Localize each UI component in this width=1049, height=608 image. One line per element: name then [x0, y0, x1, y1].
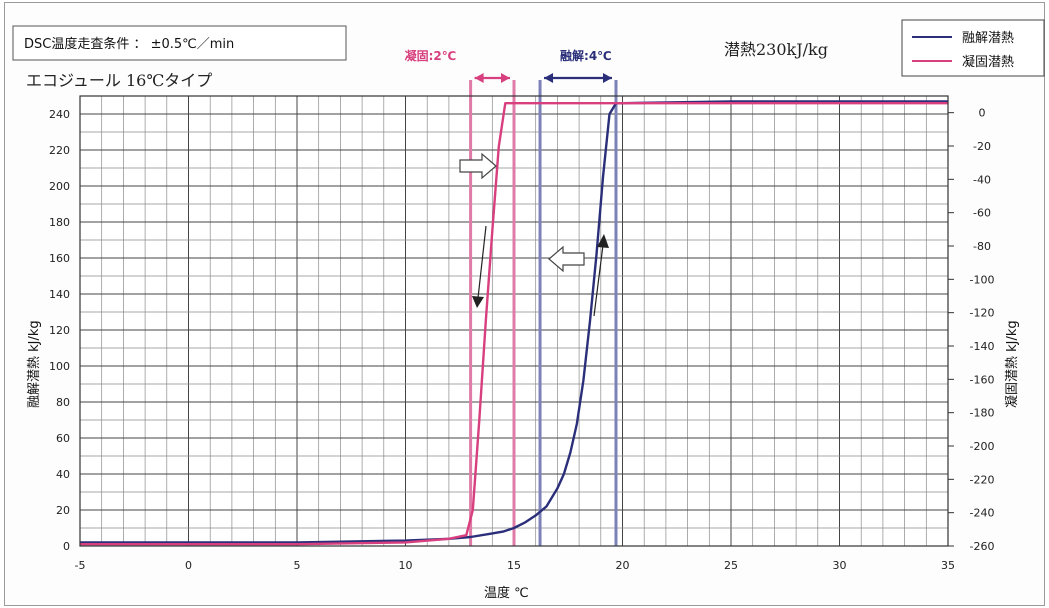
x-tick-label: 5	[294, 559, 301, 572]
latent-heat-label: 潜熱230kJ/kg	[724, 40, 828, 59]
y-right-axis-label: 凝固潜熱 kJ/kg	[1004, 320, 1020, 408]
x-tick-labels: -5 0 5 10 15 20 25 30 35	[75, 559, 955, 572]
x-tick-label: 30	[833, 559, 847, 572]
x-axis-label: 温度 ℃	[484, 585, 529, 601]
legend: 融解潜熱 凝固潜熱	[901, 19, 1045, 77]
x-tick-label: 35	[941, 559, 955, 572]
y-right-tick-label: -160	[970, 373, 995, 386]
x-tick-label: 10	[399, 559, 413, 572]
y-left-tick-label: 160	[49, 252, 70, 265]
arrowhead-right-icon	[602, 73, 612, 83]
arrowhead-left-icon	[544, 73, 554, 83]
y-right-tick-labels: 0 -20 -40 -60 -80 -100 -120 -140 -160 -180 -200 -22…	[948, 107, 994, 553]
y-left-tick-label: 0	[63, 540, 70, 553]
y-left-tick-label: 140	[49, 288, 70, 301]
flow-arrow-right-icon	[459, 152, 497, 180]
range-lines	[469, 80, 618, 546]
y-left-tick-label: 200	[49, 180, 70, 193]
series-curves	[80, 100, 948, 546]
x-tick-label: 20	[616, 559, 630, 572]
x-tick-label: -5	[75, 559, 86, 572]
y-right-tick-label: -80	[973, 240, 991, 253]
y-right-tick-label: -240	[970, 507, 995, 520]
y-left-tick-label: 180	[49, 216, 70, 229]
y-left-tick-label: 220	[49, 144, 70, 157]
y-left-axis-label: 融解潜熱 kJ/kg	[27, 320, 42, 408]
condition-box	[12, 25, 347, 61]
y-right-tick-label: -40	[973, 173, 991, 186]
subtitle: エコジュール 16℃タイプ	[26, 71, 212, 90]
legend-label-melting: 融解潜熱	[962, 31, 1014, 46]
y-right-tick-label: -100	[970, 273, 995, 286]
y-right-tick-label: 0	[979, 107, 986, 120]
y-right-tick-label: -60	[973, 207, 991, 220]
y-left-tick-label: 40	[56, 468, 70, 481]
y-right-tick-label: -20	[973, 140, 991, 153]
y-left-tick-labels: 0 20 40 60 80 100 120 140 160 180 200 220 240	[49, 108, 70, 553]
y-right-tick-label: -200	[970, 440, 995, 453]
legend-label-solidification: 凝固潜熱	[962, 54, 1014, 70]
y-left-tick-label: 80	[56, 396, 70, 409]
arrowhead-left-icon	[474, 73, 484, 83]
y-right-tick-label: -120	[970, 307, 995, 320]
melting-range-label: 融解:4℃	[560, 48, 612, 63]
direction-arrow-up-icon	[593, 234, 609, 317]
flow-arrow-left-icon	[548, 245, 585, 273]
y-left-tick-label: 60	[56, 432, 70, 445]
arrowhead-right-icon	[501, 73, 510, 83]
x-tick-label: 15	[507, 559, 521, 572]
condition-text: DSC温度走査条件 ： ±0.5℃／min	[24, 36, 234, 52]
direction-arrow-down-icon	[472, 225, 487, 308]
grid	[79, 96, 949, 547]
y-left-tick-label: 20	[56, 504, 70, 517]
y-right-tick-label: -140	[970, 340, 995, 353]
range-annotations: 凝固:2℃ 融解:4℃	[405, 48, 612, 83]
y-right-tick-label: -220	[970, 473, 995, 486]
series-solidification-line	[80, 101, 948, 546]
plot-border	[79, 95, 949, 547]
x-tick-label: 25	[724, 559, 738, 572]
y-left-tick-label: 100	[49, 360, 70, 373]
y-left-tick-label: 120	[49, 324, 70, 337]
y-right-tick-label: -260	[970, 540, 995, 553]
x-tick-label: 0	[185, 559, 192, 572]
y-left-tick-label: 240	[49, 108, 70, 121]
solidification-range-label: 凝固:2℃	[405, 48, 457, 63]
y-right-tick-label: -180	[970, 407, 995, 420]
